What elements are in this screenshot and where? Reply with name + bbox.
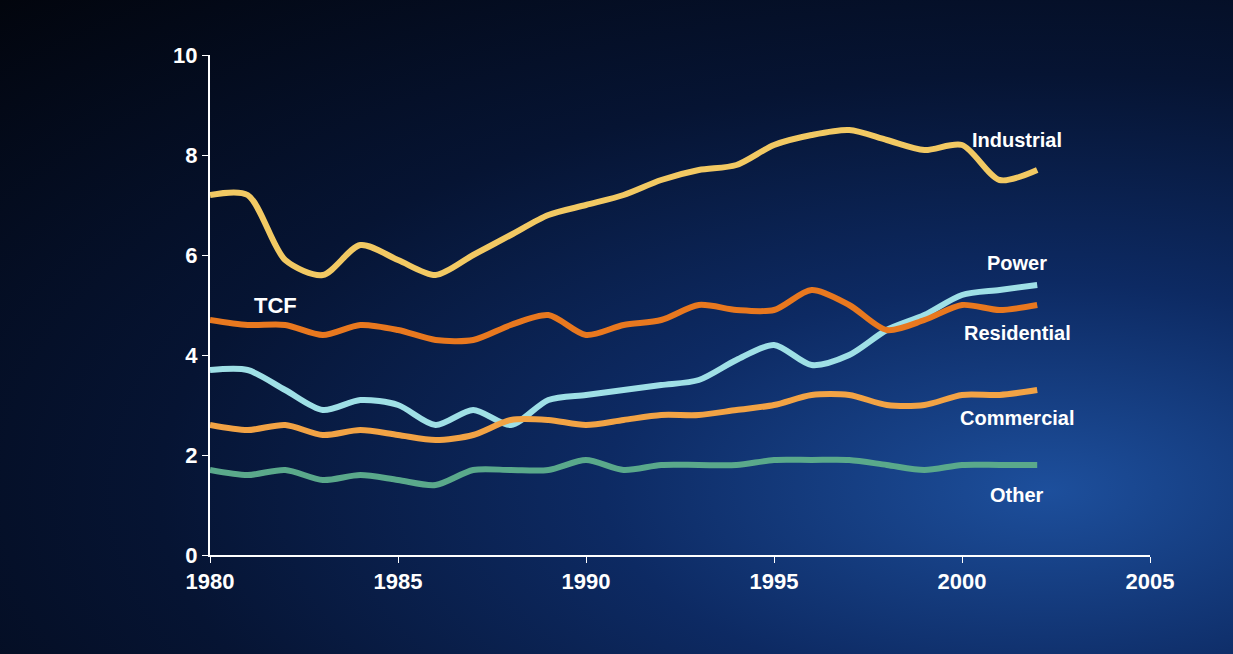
svg-text:2: 2 [185, 443, 197, 468]
svg-text:4: 4 [185, 343, 198, 368]
svg-text:0: 0 [185, 543, 197, 568]
svg-text:Residential: Residential [964, 322, 1071, 344]
svg-text:Power: Power [987, 252, 1047, 274]
svg-text:TCF: TCF [254, 293, 297, 318]
svg-text:2000: 2000 [938, 569, 987, 594]
svg-text:6: 6 [185, 243, 197, 268]
svg-text:Commercial: Commercial [960, 407, 1075, 429]
svg-text:1995: 1995 [750, 569, 799, 594]
svg-text:2005: 2005 [1126, 569, 1175, 594]
svg-text:1980: 1980 [186, 569, 235, 594]
svg-text:1990: 1990 [562, 569, 611, 594]
svg-text:Other: Other [990, 484, 1044, 506]
svg-text:Industrial: Industrial [972, 129, 1062, 151]
svg-text:8: 8 [185, 143, 197, 168]
svg-text:10: 10 [173, 43, 197, 68]
svg-text:1985: 1985 [374, 569, 423, 594]
